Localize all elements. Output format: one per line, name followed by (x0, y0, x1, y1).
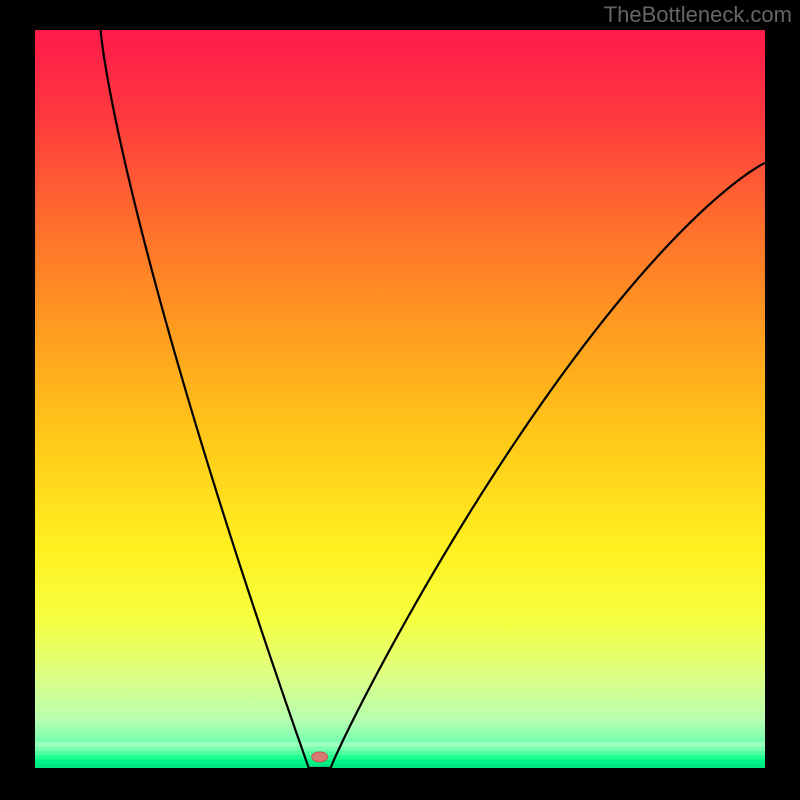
watermark-text: TheBottleneck.com (604, 2, 792, 28)
bottleneck-chart (35, 30, 765, 768)
gradient-background (35, 30, 765, 768)
green-band-stripe (35, 755, 765, 760)
chart-container: TheBottleneck.com (0, 0, 800, 800)
green-band-stripe (35, 759, 765, 764)
green-band-stripe (35, 751, 765, 756)
optimal-marker (312, 752, 328, 762)
green-band-stripe (35, 746, 765, 751)
green-band-stripe (35, 742, 765, 747)
green-band-stripe (35, 764, 765, 768)
